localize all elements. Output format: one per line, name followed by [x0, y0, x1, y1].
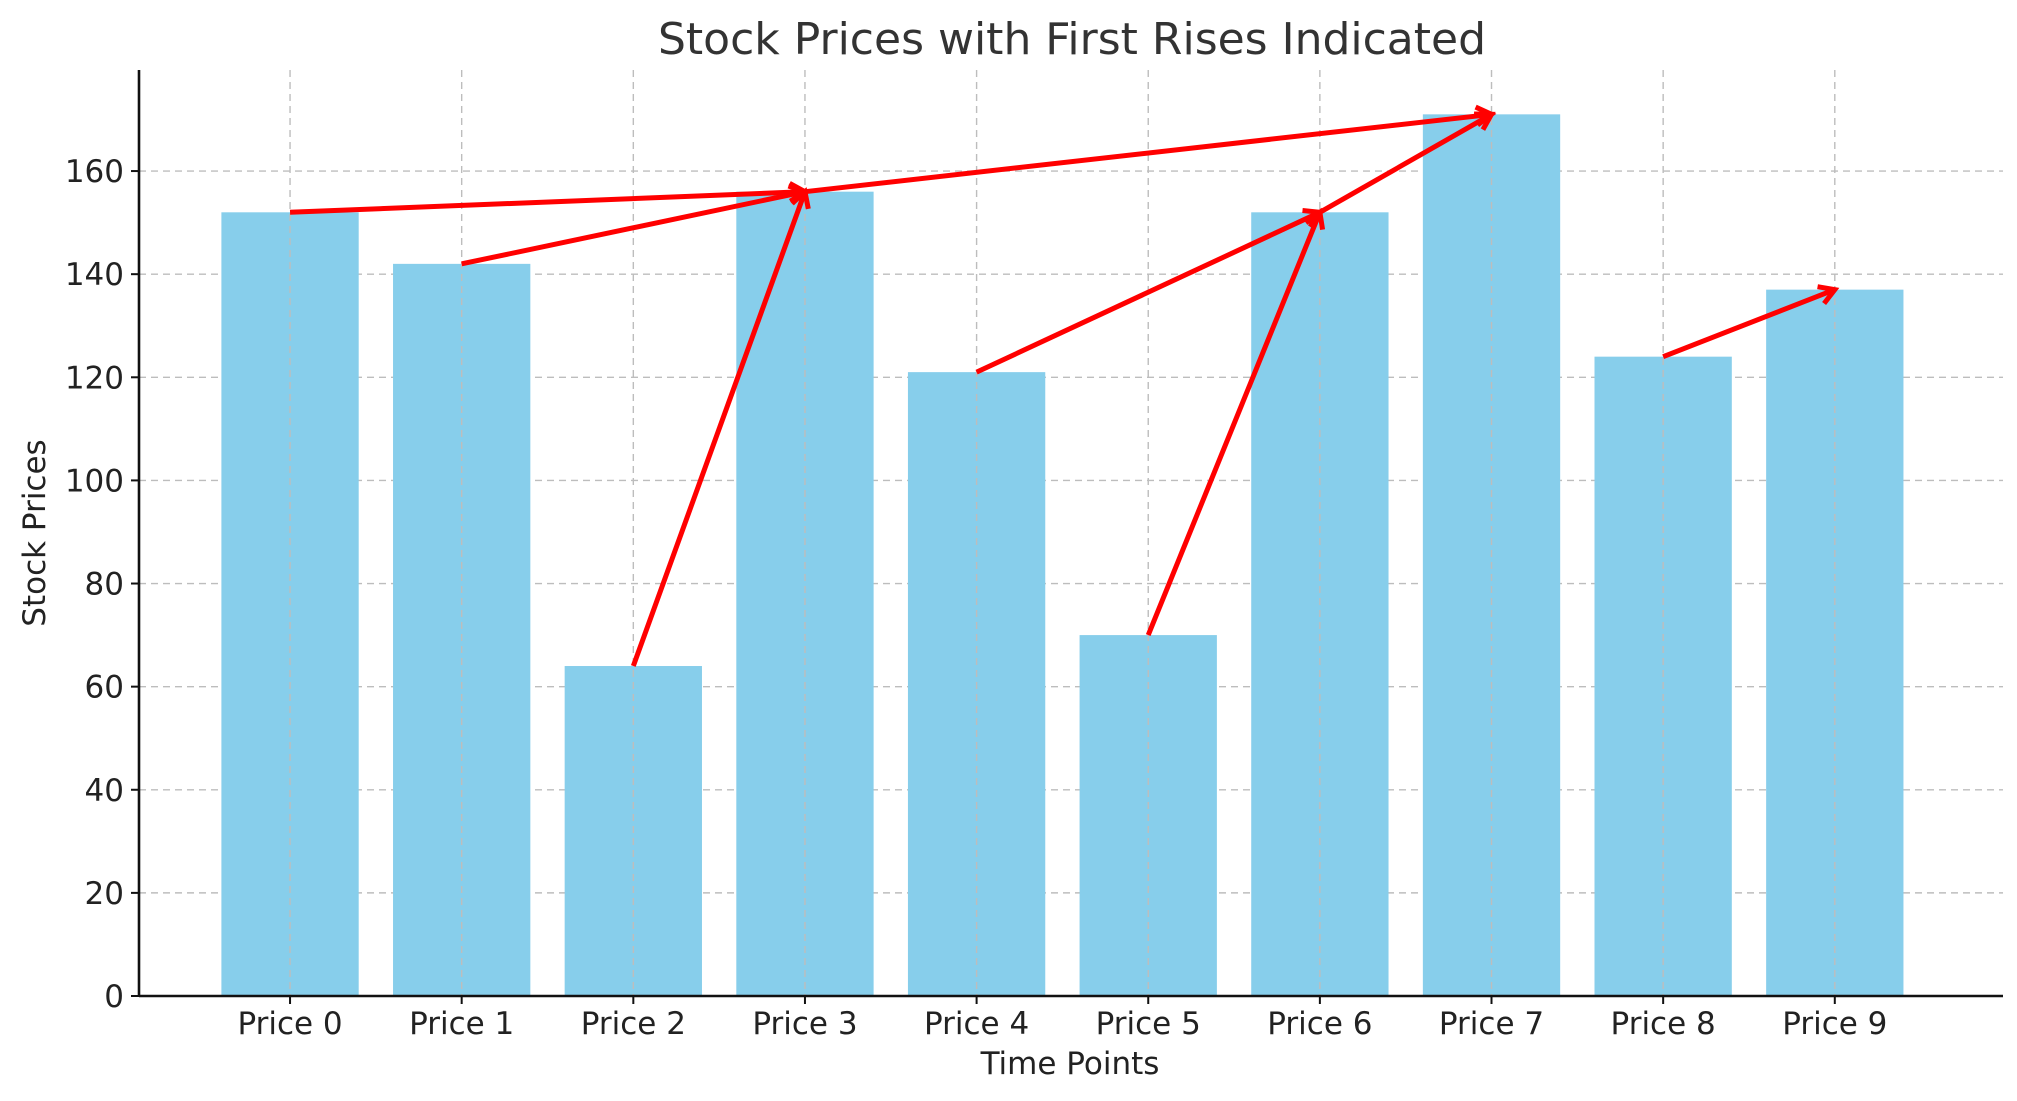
- x-tick-label: Price 1: [409, 1006, 514, 1042]
- arrow-shaft: [1145, 214, 1322, 637]
- rise-arrow: [1662, 284, 1840, 359]
- y-tick-label: 0: [104, 979, 124, 1015]
- x-tick-label: Price 6: [1267, 1006, 1372, 1042]
- y-axis-label: Stock Prices: [17, 439, 53, 626]
- x-tick-label: Price 9: [1782, 1006, 1887, 1042]
- arrow-shaft: [630, 193, 807, 667]
- y-tick-label: 100: [65, 463, 124, 499]
- x-tick-label: Price 7: [1439, 1006, 1544, 1042]
- x-tick-label: Price 4: [924, 1006, 1029, 1042]
- arrow-shaft: [461, 189, 803, 267]
- chart-title: Stock Prices with First Rises Indicated: [658, 14, 1486, 65]
- y-tick-label: 140: [65, 257, 124, 293]
- arrow-head: [1817, 284, 1840, 306]
- axes: [137, 70, 2003, 998]
- y-tick-label: 60: [85, 670, 124, 706]
- x-tick-label: Price 3: [752, 1006, 857, 1042]
- x-axis-label: Time Points: [980, 1046, 1160, 1082]
- y-tick-label: 120: [65, 360, 124, 396]
- arrow-shaft: [975, 211, 1319, 375]
- y-tick-label: 40: [85, 773, 124, 809]
- bars: [221, 114, 1904, 996]
- x-tick-label: Price 8: [1611, 1006, 1716, 1042]
- x-tick-label: Price 2: [581, 1006, 686, 1042]
- arrow-shaft: [1662, 288, 1833, 359]
- x-tick-label: Price 5: [1096, 1006, 1201, 1042]
- arrow-head: [1473, 111, 1496, 131]
- vertical-grid-lines: [289, 70, 1836, 996]
- tick-labels: 0 20 40 60 80 100 120 140 160 Price 0 Price 1 Price…: [65, 154, 1888, 1042]
- y-tick-label: 20: [85, 876, 124, 912]
- rise-arrow: [1318, 111, 1496, 215]
- rise-arrows: [289, 104, 1840, 667]
- y-tick-label: 160: [65, 154, 124, 190]
- arrow-shaft: [1318, 113, 1491, 215]
- arrow-shaft: [289, 189, 803, 215]
- x-tick-label: Price 0: [237, 1006, 342, 1042]
- arrow-shaft: [804, 112, 1489, 195]
- y-tick-label: 80: [85, 567, 124, 603]
